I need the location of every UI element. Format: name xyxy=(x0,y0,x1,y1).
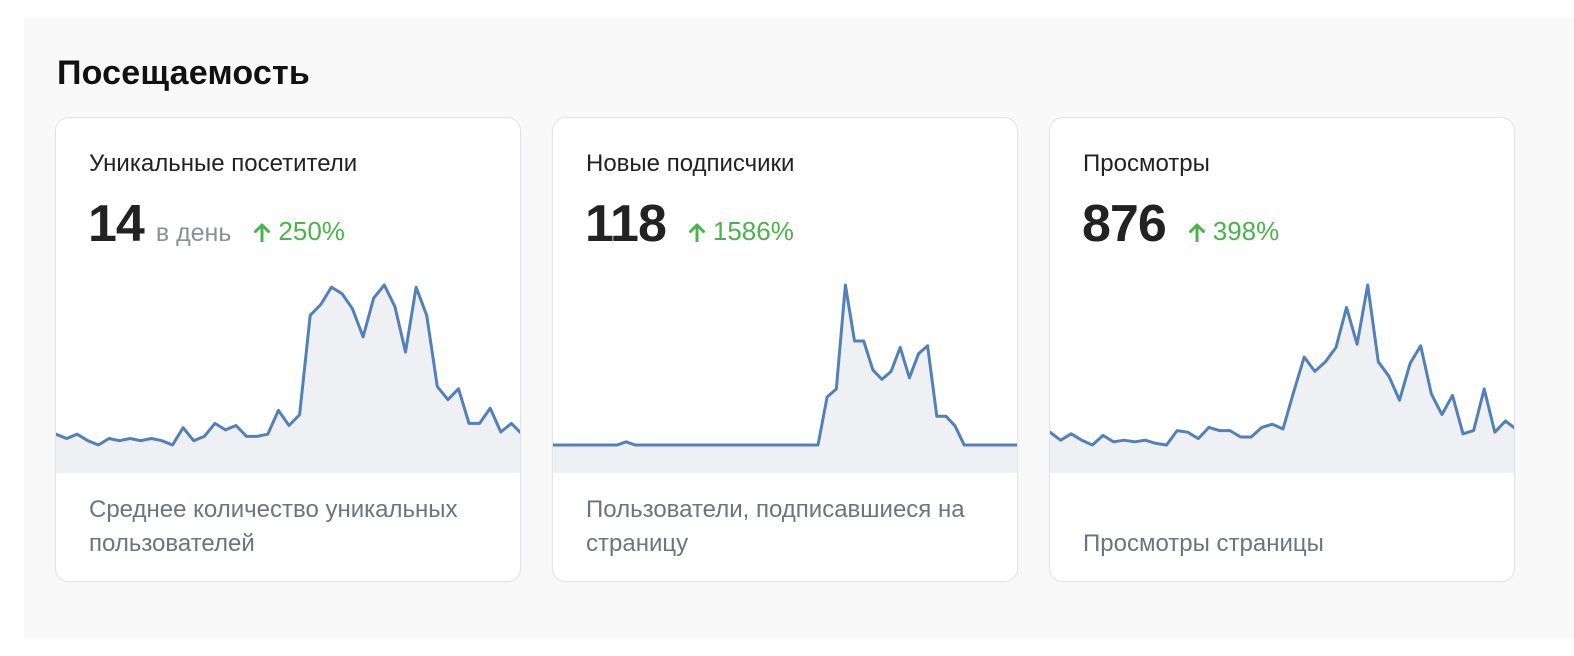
sparkline-line xyxy=(1050,283,1514,447)
card-description: Среднее количество уникальных пользовате… xyxy=(89,491,489,561)
delta-percent: 250% xyxy=(278,215,345,246)
metric-delta: 1586% xyxy=(688,216,794,247)
metric-delta: 250% xyxy=(253,216,345,247)
sparkline-area xyxy=(1050,285,1514,473)
delta-percent: 1586% xyxy=(712,215,794,246)
arrow-up-icon xyxy=(1188,223,1205,242)
delta-percent: 398% xyxy=(1212,215,1280,246)
views-sparkline xyxy=(1050,283,1514,473)
metric-row: 876 398% xyxy=(1082,194,1279,254)
metric-value: 876 xyxy=(1082,195,1167,253)
card-description: Пользователи, подписавшиеся на страницу xyxy=(586,491,986,561)
card-description-text: Среднее количество уникальных пользовате… xyxy=(89,496,458,557)
card-title: Уникальные посетители xyxy=(89,150,358,177)
card-title: Просмотры xyxy=(1083,150,1210,177)
card-description-text: Пользователи, подписавшиеся на страницу xyxy=(586,496,965,557)
sparkline-area xyxy=(56,285,520,473)
metric-unit: в день xyxy=(155,219,232,247)
card-description: Просмотры страницы xyxy=(1083,491,1483,561)
sparkline-area xyxy=(553,285,1017,473)
metric-row: 14 в день 250% xyxy=(88,194,345,254)
unique-visitors-sparkline xyxy=(56,283,520,473)
arrow-up-icon xyxy=(688,223,705,242)
metric-row: 118 1586% xyxy=(585,194,794,254)
card-title: Новые подписчики xyxy=(586,150,795,177)
section-title: Посещаемость xyxy=(57,54,310,92)
new-subscribers-sparkline xyxy=(553,283,1017,473)
card-description-text: Просмотры страницы xyxy=(1083,530,1324,557)
unique-visitors-card[interactable]: Уникальные посетители 14 в день 250% Сре… xyxy=(55,117,521,582)
new-subscribers-card[interactable]: Новые подписчики 118 1586% Пользователи,… xyxy=(552,117,1018,582)
sparkline-line xyxy=(56,283,520,447)
metric-value: 14 xyxy=(88,195,145,253)
metric-delta: 398% xyxy=(1188,215,1280,247)
views-card[interactable]: Просмотры 876 398% Просмотры страницы xyxy=(1049,117,1515,582)
arrow-up-icon xyxy=(254,223,271,242)
sparkline-line xyxy=(553,283,1017,447)
metric-value: 118 xyxy=(585,195,667,253)
